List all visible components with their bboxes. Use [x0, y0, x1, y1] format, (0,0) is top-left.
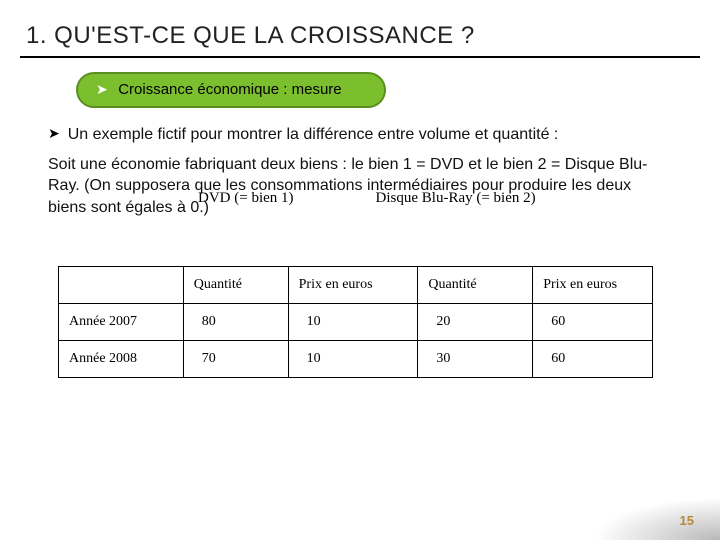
page-number: 15 — [680, 513, 694, 528]
table-row: Année 2007 80 10 20 60 — [59, 304, 653, 341]
table-cell: 70 — [183, 341, 288, 378]
table-header-cell: Quantité — [183, 267, 288, 304]
table-cell: 60 — [533, 304, 653, 341]
table-cell: 30 — [418, 341, 533, 378]
content-area: ➤ Croissance économique : mesure ➤ Un ex… — [0, 58, 720, 378]
table-row-label: Année 2008 — [59, 341, 184, 378]
table-row: Année 2008 70 10 30 60 — [59, 341, 653, 378]
table-row-label: Année 2007 — [59, 304, 184, 341]
table-cell: 80 — [183, 304, 288, 341]
table-cell: 60 — [533, 341, 653, 378]
table-cell: 20 — [418, 304, 533, 341]
table-cell: 10 — [288, 341, 418, 378]
table-header-cell: Quantité — [418, 267, 533, 304]
corner-shadow — [460, 460, 720, 540]
table-header-cell: Prix en euros — [533, 267, 653, 304]
table-header-cell — [59, 267, 184, 304]
paragraph-text: Soit une économie fabriquant deux biens … — [48, 154, 672, 219]
table-cell: 10 — [288, 304, 418, 341]
data-table: Quantité Prix en euros Quantité Prix en … — [58, 266, 653, 378]
pill-text: Croissance économique : mesure — [118, 81, 341, 98]
page-title: 1. QU'EST-CE QUE LA CROISSANCE ? — [0, 0, 720, 56]
highlight-pill: ➤ Croissance économique : mesure — [76, 72, 386, 108]
paragraph-wrap: Soit une économie fabriquant deux biens … — [48, 154, 672, 219]
chevron-right-icon: ➤ — [96, 81, 108, 97]
bullet-line: ➤ Un exemple fictif pour montrer la diff… — [48, 124, 672, 146]
group-header-bluray: Disque Blu-Ray (= bien 2) — [376, 190, 536, 207]
data-table-wrap: Quantité Prix en euros Quantité Prix en … — [58, 266, 672, 378]
group-header-dvd: DVD (= bien 1) — [198, 190, 294, 207]
table-header-cell: Prix en euros — [288, 267, 418, 304]
table-header-row: Quantité Prix en euros Quantité Prix en … — [59, 267, 653, 304]
chevron-right-icon: ➤ — [48, 124, 60, 144]
table-group-headers: DVD (= bien 1) Disque Blu-Ray (= bien 2) — [198, 190, 536, 207]
bullet-text: Un exemple fictif pour montrer la différ… — [68, 124, 559, 146]
